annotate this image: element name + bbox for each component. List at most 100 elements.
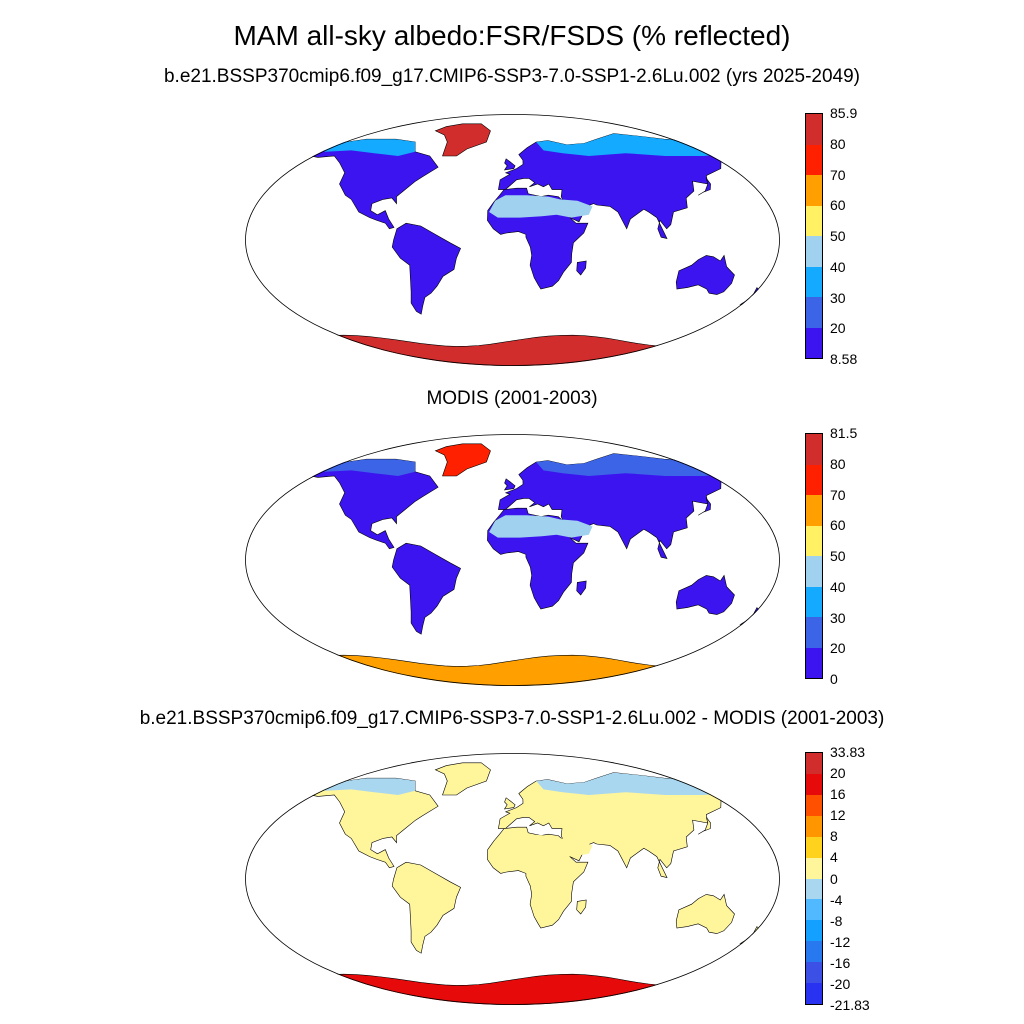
- colorbar-tick-label: 81.5: [830, 425, 858, 441]
- colorbar-tick-label: 20: [830, 320, 846, 337]
- panel-2-map: [245, 434, 780, 686]
- colorbar-tick-label: 40: [830, 258, 846, 275]
- colorbar-swatch: [806, 647, 822, 678]
- colorbar-tick-label: 80: [830, 455, 846, 472]
- colorbar-swatch: [806, 962, 822, 984]
- panel-1-map: [245, 114, 780, 366]
- panel-2-subtitle: MODIS (2001-2003): [426, 388, 598, 409]
- colorbar-tick-label: 85.9: [830, 105, 858, 121]
- colorbar-tick-label: 80: [830, 135, 846, 152]
- colorbar-swatch: [806, 878, 822, 900]
- colorbar-tick-label: -16: [830, 954, 851, 971]
- colorbar-swatch: [806, 773, 822, 795]
- colorbar-tick-label: -20: [830, 975, 851, 992]
- panel-1-colorbar: [805, 113, 823, 359]
- colorbar-tick-label: 8: [830, 828, 838, 845]
- colorbar-tick-label: -4: [830, 891, 843, 908]
- land-madagascar: [576, 580, 587, 596]
- land-europe_asia: [498, 772, 737, 879]
- colorbar-swatch: [806, 236, 822, 267]
- panel-3-map: [245, 753, 780, 1005]
- colorbar-swatch: [806, 495, 822, 526]
- colorbar-tick-label: 8.58: [830, 351, 858, 367]
- colorbar-swatch: [806, 266, 822, 297]
- land-europe_asia: [498, 453, 737, 560]
- land-madagascar: [576, 260, 587, 276]
- map-outline: [245, 434, 780, 686]
- sahara-region: [489, 195, 593, 218]
- colorbar-swatch: [806, 857, 822, 879]
- land-europe_asia: [498, 133, 737, 240]
- colorbar-swatch: [806, 464, 822, 495]
- colorbar-tick-label: 70: [830, 166, 846, 183]
- colorbar-tick-label: 50: [830, 228, 846, 244]
- land-japan: [698, 178, 711, 196]
- colorbar-tick-label: -12: [830, 933, 851, 950]
- colorbar-tick-label: 50: [830, 548, 846, 564]
- land-samerica: [391, 861, 461, 954]
- colorbar-swatch: [806, 941, 822, 963]
- colorbar-swatch: [806, 434, 822, 465]
- map-outline: [245, 114, 780, 366]
- colorbar-swatch: [806, 815, 822, 837]
- land-samerica: [391, 222, 461, 315]
- colorbar-tick-label: 33.83: [830, 744, 866, 760]
- panel-3-colorbar: [805, 752, 823, 1005]
- land-australia: [675, 893, 735, 934]
- panel-2-colorbar: [805, 433, 823, 679]
- colorbar-swatch: [806, 205, 822, 236]
- sahara-region: [489, 515, 593, 538]
- colorbar-tick-label: 70: [830, 486, 846, 503]
- figure-title: MAM all-sky albedo:FSR/FSDS (% reflected…: [233, 20, 791, 51]
- land-uk: [503, 478, 516, 491]
- colorbar-tick-label: 16: [830, 786, 846, 803]
- land-antarctica: [299, 973, 721, 1005]
- colorbar-tick-label: 20: [830, 640, 846, 657]
- colorbar-tick-label: 0: [830, 671, 838, 687]
- colorbar-tick-label: 30: [830, 289, 846, 306]
- colorbar-swatch: [806, 525, 822, 556]
- land-japan: [698, 817, 711, 835]
- north-band-eurasia: [536, 772, 739, 795]
- land-australia: [675, 574, 735, 615]
- land-japan: [698, 498, 711, 516]
- colorbar-swatch: [806, 327, 822, 358]
- land-greenland: [434, 123, 491, 157]
- panel-1-subtitle: b.e21.BSSP370cmip6.f09_g17.CMIP6-SSP3-7.…: [163, 66, 861, 87]
- colorbar-swatch: [806, 753, 822, 774]
- colorbar-tick-label: 30: [830, 609, 846, 626]
- colorbar-swatch: [806, 114, 822, 145]
- colorbar-tick-label: 60: [830, 197, 846, 214]
- colorbar-swatch: [806, 899, 822, 921]
- land-australia: [675, 254, 735, 295]
- colorbar-tick-label: 60: [830, 517, 846, 534]
- north-band-eurasia: [536, 453, 739, 476]
- land-samerica: [391, 542, 461, 635]
- colorbar-swatch: [806, 920, 822, 942]
- colorbar-tick-label: 0: [830, 870, 838, 887]
- colorbar-tick-label: 12: [830, 807, 846, 824]
- colorbar-tick-label: -8: [830, 912, 843, 929]
- colorbar-tick-label: 4: [830, 849, 838, 866]
- land-antarctica: [299, 654, 721, 686]
- land-uk: [503, 797, 516, 810]
- north-band-eurasia: [536, 133, 739, 156]
- land-antarctica: [299, 334, 721, 366]
- colorbar-tick-label: 40: [830, 578, 846, 595]
- colorbar-tick-label: -21.83: [830, 997, 870, 1013]
- colorbar-swatch: [806, 836, 822, 858]
- colorbar-swatch: [806, 144, 822, 175]
- colorbar-swatch: [806, 175, 822, 206]
- land-greenland: [434, 762, 491, 796]
- land-uk: [503, 158, 516, 171]
- colorbar-swatch: [806, 983, 822, 1005]
- land-greenland: [434, 443, 491, 477]
- colorbar-tick-label: 20: [830, 765, 846, 782]
- panel-3-subtitle: b.e21.BSSP370cmip6.f09_g17.CMIP6-SSP3-7.…: [139, 708, 885, 729]
- colorbar-swatch: [806, 617, 822, 648]
- map-outline: [245, 753, 780, 1005]
- colorbar-swatch: [806, 586, 822, 617]
- sahara-region: [489, 834, 593, 857]
- land-madagascar: [576, 899, 587, 915]
- colorbar-swatch: [806, 794, 822, 816]
